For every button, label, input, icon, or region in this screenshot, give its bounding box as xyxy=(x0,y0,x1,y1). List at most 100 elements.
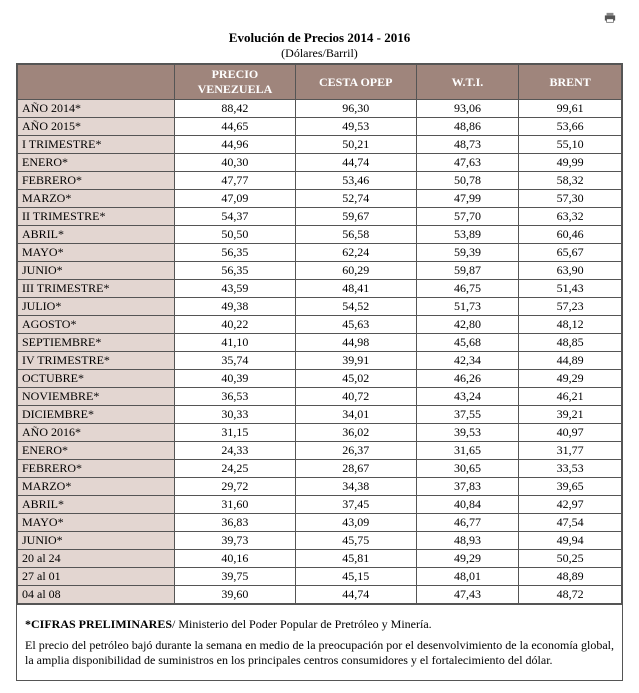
cell-value: 45,63 xyxy=(295,316,416,334)
row-label: AGOSTO* xyxy=(18,316,175,334)
row-label: 27 al 01 xyxy=(18,568,175,586)
cell-value: 47,77 xyxy=(175,172,296,190)
table-row: FEBRERO*47,7753,4650,7858,32 xyxy=(18,172,622,190)
cell-value: 48,85 xyxy=(519,334,622,352)
row-label: SEPTIEMBRE* xyxy=(18,334,175,352)
table-row: MAYO*36,8343,0946,7747,54 xyxy=(18,514,622,532)
table-row: AÑO 2014*88,4296,3093,0699,61 xyxy=(18,100,622,118)
row-label: 20 al 24 xyxy=(18,550,175,568)
cell-value: 63,32 xyxy=(519,208,622,226)
cell-value: 39,75 xyxy=(175,568,296,586)
table-row: MARZO*47,0952,7447,9957,30 xyxy=(18,190,622,208)
cell-value: 29,72 xyxy=(175,478,296,496)
table-row: 04 al 0839,6044,7447,4348,72 xyxy=(18,586,622,604)
page-subtitle: (Dólares/Barril) xyxy=(16,46,623,61)
col-header-venezuela: PRECIO VENEZUELA xyxy=(175,65,296,100)
cell-value: 36,83 xyxy=(175,514,296,532)
cell-value: 42,80 xyxy=(416,316,519,334)
cell-value: 48,93 xyxy=(416,532,519,550)
cell-value: 26,37 xyxy=(295,442,416,460)
table-row: MARZO*29,7234,3837,8339,65 xyxy=(18,478,622,496)
table-row: II TRIMESTRE*54,3759,6757,7063,32 xyxy=(18,208,622,226)
cell-value: 48,01 xyxy=(416,568,519,586)
cell-value: 37,83 xyxy=(416,478,519,496)
cell-value: 46,21 xyxy=(519,388,622,406)
outer-table: PRECIO VENEZUELA CESTA OPEP W.T.I. BRENT… xyxy=(16,63,623,681)
table-head: PRECIO VENEZUELA CESTA OPEP W.T.I. BRENT xyxy=(18,65,622,100)
cell-value: 59,67 xyxy=(295,208,416,226)
table-row: ENERO*24,3326,3731,6531,77 xyxy=(18,442,622,460)
cell-value: 45,15 xyxy=(295,568,416,586)
cell-value: 44,89 xyxy=(519,352,622,370)
row-label: MAYO* xyxy=(18,514,175,532)
cell-value: 24,33 xyxy=(175,442,296,460)
cell-value: 40,30 xyxy=(175,154,296,172)
cell-value: 45,68 xyxy=(416,334,519,352)
footnote-paragraph: El precio del petróleo bajó durante la s… xyxy=(25,638,614,668)
cell-value: 37,55 xyxy=(416,406,519,424)
cell-value: 49,29 xyxy=(416,550,519,568)
cell-value: 52,74 xyxy=(295,190,416,208)
cell-value: 59,87 xyxy=(416,262,519,280)
cell-value: 50,25 xyxy=(519,550,622,568)
cell-value: 42,34 xyxy=(416,352,519,370)
cell-value: 51,73 xyxy=(416,298,519,316)
cell-value: 39,73 xyxy=(175,532,296,550)
col-header-opep: CESTA OPEP xyxy=(295,65,416,100)
table-row: ABRIL*31,6037,4540,8442,97 xyxy=(18,496,622,514)
cell-value: 59,39 xyxy=(416,244,519,262)
cell-value: 40,16 xyxy=(175,550,296,568)
row-label: IV TRIMESTRE* xyxy=(18,352,175,370)
cell-value: 57,70 xyxy=(416,208,519,226)
row-label: JUNIO* xyxy=(18,532,175,550)
row-label: DICIEMBRE* xyxy=(18,406,175,424)
cell-value: 54,37 xyxy=(175,208,296,226)
cell-value: 45,02 xyxy=(295,370,416,388)
cell-value: 49,53 xyxy=(295,118,416,136)
cell-value: 57,30 xyxy=(519,190,622,208)
col-header-blank xyxy=(18,65,175,100)
cell-value: 39,60 xyxy=(175,586,296,604)
row-label: JULIO* xyxy=(18,298,175,316)
cell-value: 63,90 xyxy=(519,262,622,280)
row-label: AÑO 2015* xyxy=(18,118,175,136)
cell-value: 62,24 xyxy=(295,244,416,262)
cell-value: 24,25 xyxy=(175,460,296,478)
cell-value: 40,97 xyxy=(519,424,622,442)
table-row: NOVIEMBRE*36,5340,7243,2446,21 xyxy=(18,388,622,406)
cell-value: 37,45 xyxy=(295,496,416,514)
cell-value: 51,43 xyxy=(519,280,622,298)
row-label: III TRIMESTRE* xyxy=(18,280,175,298)
table-row: ENERO*40,3044,7447,6349,99 xyxy=(18,154,622,172)
cell-value: 56,35 xyxy=(175,262,296,280)
cell-value: 46,26 xyxy=(416,370,519,388)
table-row: JUNIO*56,3560,2959,8763,90 xyxy=(18,262,622,280)
row-label: ENERO* xyxy=(18,442,175,460)
row-label: II TRIMESTRE* xyxy=(18,208,175,226)
cell-value: 49,29 xyxy=(519,370,622,388)
print-icon[interactable] xyxy=(603,12,617,24)
cell-value: 36,02 xyxy=(295,424,416,442)
row-label: ABRIL* xyxy=(18,496,175,514)
table-row: OCTUBRE*40,3945,0246,2649,29 xyxy=(18,370,622,388)
row-label: MARZO* xyxy=(18,478,175,496)
table-row: AÑO 2015*44,6549,5348,8653,66 xyxy=(18,118,622,136)
row-label: MARZO* xyxy=(18,190,175,208)
cell-value: 93,06 xyxy=(416,100,519,118)
cell-value: 88,42 xyxy=(175,100,296,118)
table-row: ABRIL*50,5056,5853,8960,46 xyxy=(18,226,622,244)
cell-value: 44,98 xyxy=(295,334,416,352)
cell-value: 49,94 xyxy=(519,532,622,550)
cell-value: 31,15 xyxy=(175,424,296,442)
table-row: SEPTIEMBRE*41,1044,9845,6848,85 xyxy=(18,334,622,352)
table-row: I TRIMESTRE*44,9650,2148,7355,10 xyxy=(18,136,622,154)
cell-value: 36,53 xyxy=(175,388,296,406)
table-row: JULIO*49,3854,5251,7357,23 xyxy=(18,298,622,316)
cell-value: 31,77 xyxy=(519,442,622,460)
cell-value: 60,46 xyxy=(519,226,622,244)
cell-value: 47,43 xyxy=(416,586,519,604)
cell-value: 49,38 xyxy=(175,298,296,316)
row-label: MAYO* xyxy=(18,244,175,262)
row-label: AÑO 2016* xyxy=(18,424,175,442)
col-header-brent: BRENT xyxy=(519,65,622,100)
